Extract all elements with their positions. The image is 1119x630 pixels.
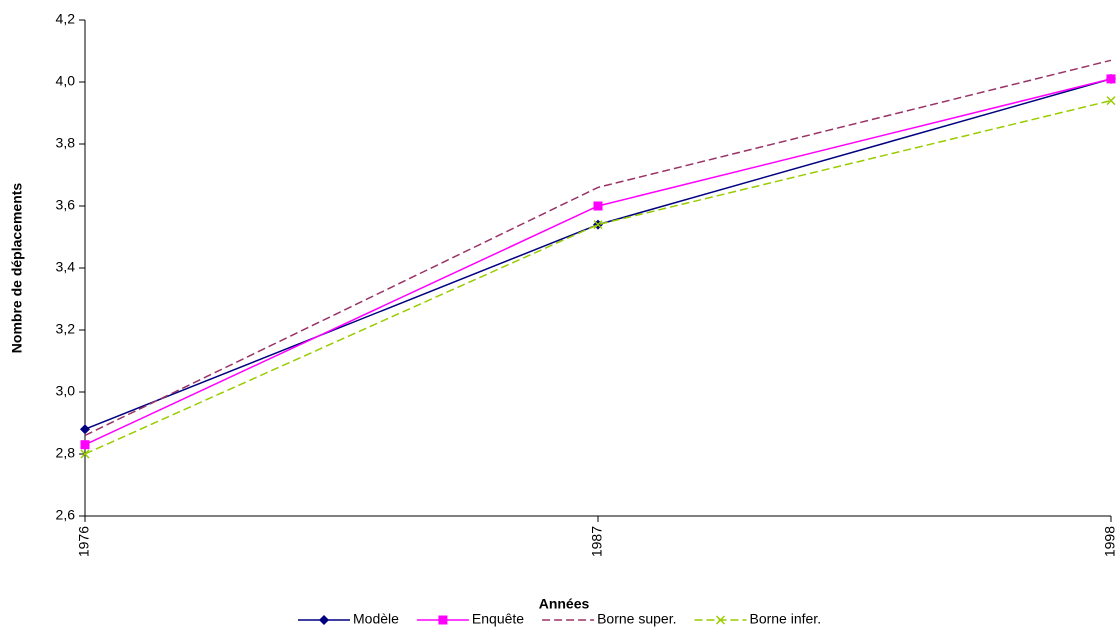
legend-label: Enquête: [472, 611, 524, 627]
y-tick-label: 3,0: [56, 383, 76, 399]
legend-marker: [319, 615, 329, 625]
x-tick-label: 1976: [76, 526, 92, 557]
y-tick-label: 4,0: [56, 73, 76, 89]
series-line: [84, 78, 1112, 430]
legend-label: Borne super.: [597, 611, 676, 627]
series-marker: [1106, 96, 1116, 106]
series-marker: [593, 201, 603, 211]
y-tick-label: 3,8: [56, 135, 76, 151]
y-tick-label: 4,2: [56, 11, 76, 27]
x-axis-title: Années: [539, 596, 590, 612]
legend-label: Borne infer.: [749, 611, 821, 627]
series-line: [84, 78, 1112, 446]
y-tick-label: 3,4: [56, 259, 76, 275]
series-marker: [593, 220, 603, 230]
y-tick-label: 2,6: [56, 507, 76, 523]
y-axis-title: Nombre de déplacements: [9, 183, 25, 354]
series-marker: [80, 440, 90, 450]
series-line: [84, 99, 1112, 455]
series-marker: [1106, 74, 1116, 84]
y-tick-label: 2,8: [56, 445, 76, 461]
y-tick-label: 3,6: [56, 197, 76, 213]
x-tick-label: 1987: [589, 526, 605, 557]
series-marker: [80, 424, 90, 435]
series-line: [84, 59, 1112, 437]
series-marker: [80, 449, 90, 459]
legend-marker: [715, 615, 726, 625]
y-tick-label: 3,2: [56, 321, 76, 337]
x-tick-label: 1998: [1102, 526, 1118, 557]
legend-marker: [438, 615, 448, 625]
legend-label: Modèle: [353, 611, 399, 627]
